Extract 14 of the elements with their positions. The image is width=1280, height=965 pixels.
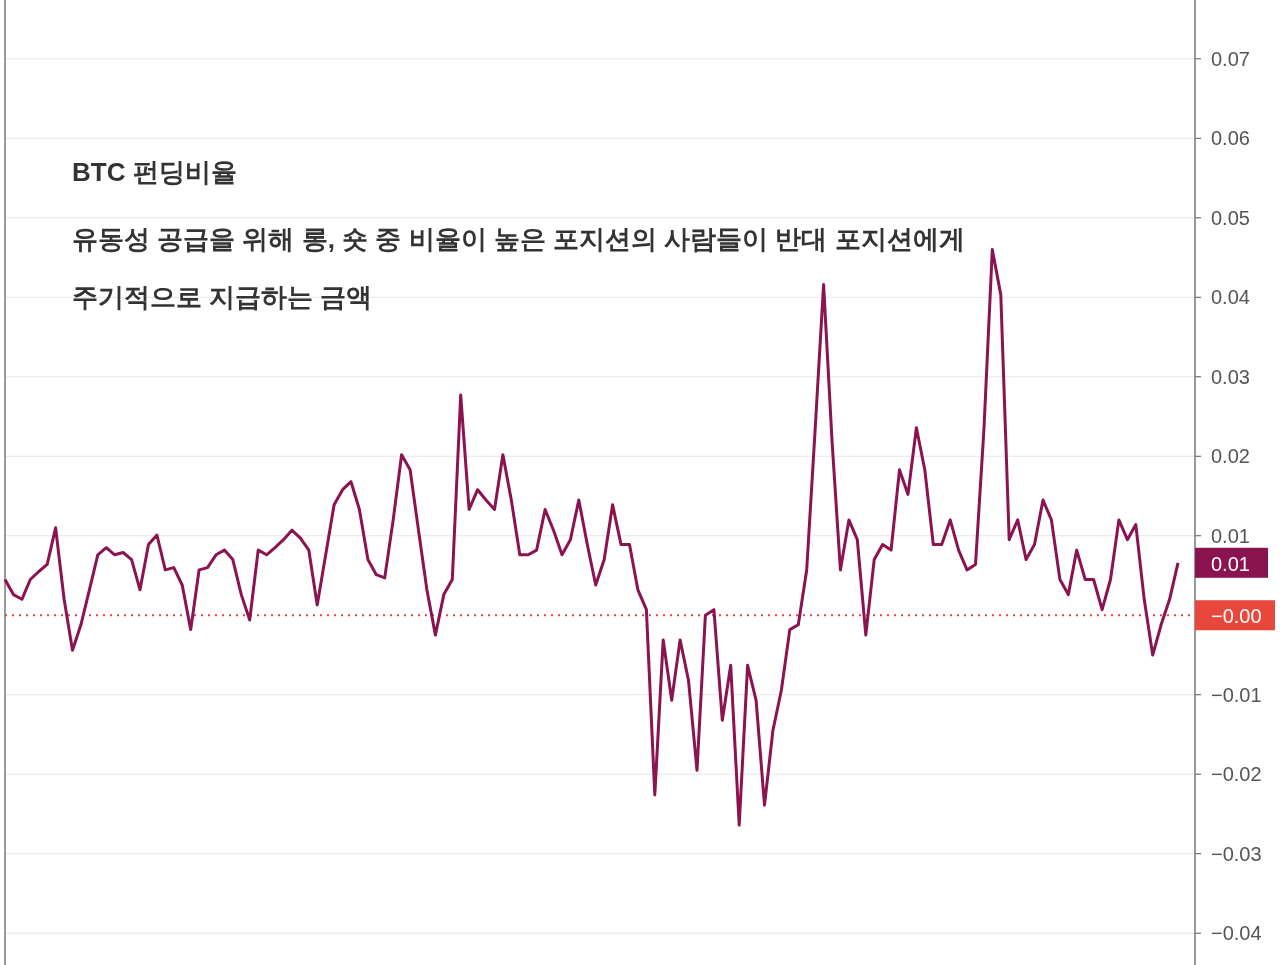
y-tick-label: 0.05 <box>1211 206 1250 229</box>
y-tick-label: 0.04 <box>1211 286 1250 309</box>
y-tick-label: −0.03 <box>1211 842 1262 865</box>
y-tick-label: −0.04 <box>1211 922 1262 945</box>
text: BTC 펀딩비율 <box>72 156 238 189</box>
ref-line-label: −0.00 <box>1211 605 1262 628</box>
y-tick-label: −0.01 <box>1211 683 1262 706</box>
y-tick-label: 0.07 <box>1211 47 1250 70</box>
text: 유동성 공급을 위해 롱, 숏 중 비율이 높은 포지션의 사람들이 반대 포지션에게 주기적으로 지급하는 금액 <box>72 223 966 314</box>
y-tick-label: −0.02 <box>1211 763 1262 786</box>
y-tick-label: 0.06 <box>1211 127 1250 150</box>
y-tick-label: 0.01 <box>1211 524 1250 547</box>
y-tick-label: 0.02 <box>1211 445 1250 468</box>
y-tick-label: 0.03 <box>1211 365 1250 388</box>
